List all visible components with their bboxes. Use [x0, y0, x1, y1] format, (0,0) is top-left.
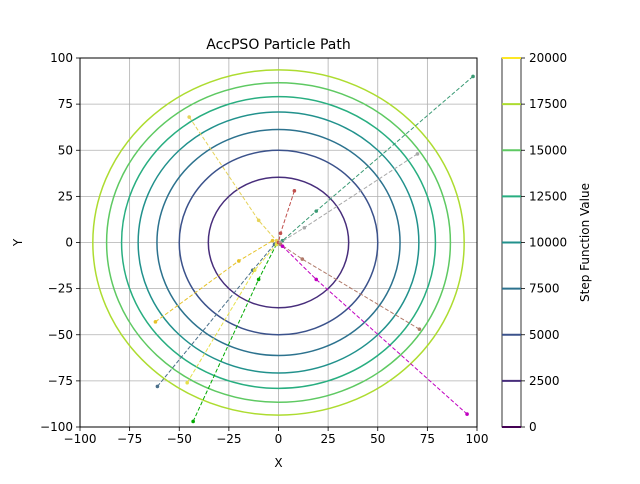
y-tick-label: 75 — [58, 97, 73, 111]
x-tick-label: 25 — [320, 432, 335, 446]
contour-line — [92, 69, 465, 416]
contour-line — [105, 81, 452, 404]
contour-line — [156, 128, 401, 357]
particle-path-point — [270, 238, 275, 243]
particle-path-point — [153, 320, 158, 324]
y-tick-label: 25 — [58, 189, 73, 203]
colorbar-tick-label: 5000 — [529, 328, 560, 342]
x-tick-label: 75 — [420, 432, 435, 446]
contour-line — [178, 149, 379, 336]
particle-path-point — [187, 115, 191, 119]
particle-path-line — [186, 243, 277, 383]
chart-title: AccPSO Particle Path — [206, 37, 350, 53]
x-tick-label: −100 — [64, 432, 97, 446]
y-tick-label: −100 — [40, 420, 73, 434]
particle-path-point — [252, 268, 257, 272]
particle-path-point — [471, 74, 475, 79]
particle-path-point — [300, 257, 305, 261]
colorbar-tick-label: 0 — [529, 420, 537, 434]
x-tick-label: 50 — [370, 432, 385, 446]
particle-path-point — [155, 384, 160, 389]
colorbar-tick-label: 20000 — [529, 51, 567, 65]
colorbar-tick-label: 17500 — [529, 97, 567, 111]
x-tick-label: −50 — [167, 432, 192, 446]
contour-lines — [92, 69, 465, 416]
x-tick-label: 100 — [466, 432, 489, 446]
colorbar: 0 2500 5000 7500 10000 12500 15000 17500 20000 — [501, 51, 567, 434]
colorbar-tick-label: 12500 — [529, 189, 567, 203]
particle-path-point — [256, 218, 261, 223]
particle-path-point — [278, 231, 283, 236]
colorbar-tick-label: 10000 — [529, 236, 567, 250]
y-tick-label: −50 — [48, 328, 73, 342]
particle-path-point — [185, 380, 189, 385]
y-tick-label: 0 — [65, 236, 73, 250]
y-tick-label: −25 — [48, 282, 73, 296]
colorbar-tick-label: 7500 — [529, 282, 560, 296]
particle-path-point — [237, 259, 241, 263]
x-tick-label: 0 — [275, 432, 283, 446]
y-tick-label: −75 — [48, 374, 73, 388]
particle-path-point — [314, 277, 319, 282]
particle-path-point — [292, 189, 297, 193]
contour-line — [120, 95, 437, 390]
colorbar-label: Step Function Value — [578, 183, 592, 302]
particle-path-point — [302, 225, 307, 230]
particle-path-point — [256, 277, 261, 282]
contour-line — [137, 111, 420, 374]
y-axis-ticks: −100 −75 −50 −25 0 25 50 75 100 — [40, 51, 80, 434]
colorbar-tick-label: 2500 — [529, 374, 560, 388]
y-tick-label: 50 — [58, 143, 73, 157]
y-axis-label: Y — [11, 238, 25, 247]
contour-line — [207, 176, 350, 309]
particle-path-point — [314, 209, 319, 213]
particle-path-point — [417, 327, 422, 332]
x-axis-ticks: −100 −75 −50 −25 0 25 50 75 100 — [64, 427, 489, 446]
x-tick-label: −75 — [117, 432, 142, 446]
x-tick-label: −25 — [216, 432, 241, 446]
particle-path-line — [282, 245, 468, 415]
particle-path-line — [280, 243, 420, 330]
particle-path-point — [465, 412, 469, 416]
y-tick-label: 100 — [50, 51, 73, 65]
x-axis-label: X — [274, 456, 282, 470]
particle-path-point — [415, 152, 420, 156]
particle-path-point — [191, 419, 195, 424]
particle-paths — [153, 74, 475, 424]
particle-path-point — [280, 244, 285, 248]
colorbar-tick-label: 15000 — [529, 143, 567, 157]
